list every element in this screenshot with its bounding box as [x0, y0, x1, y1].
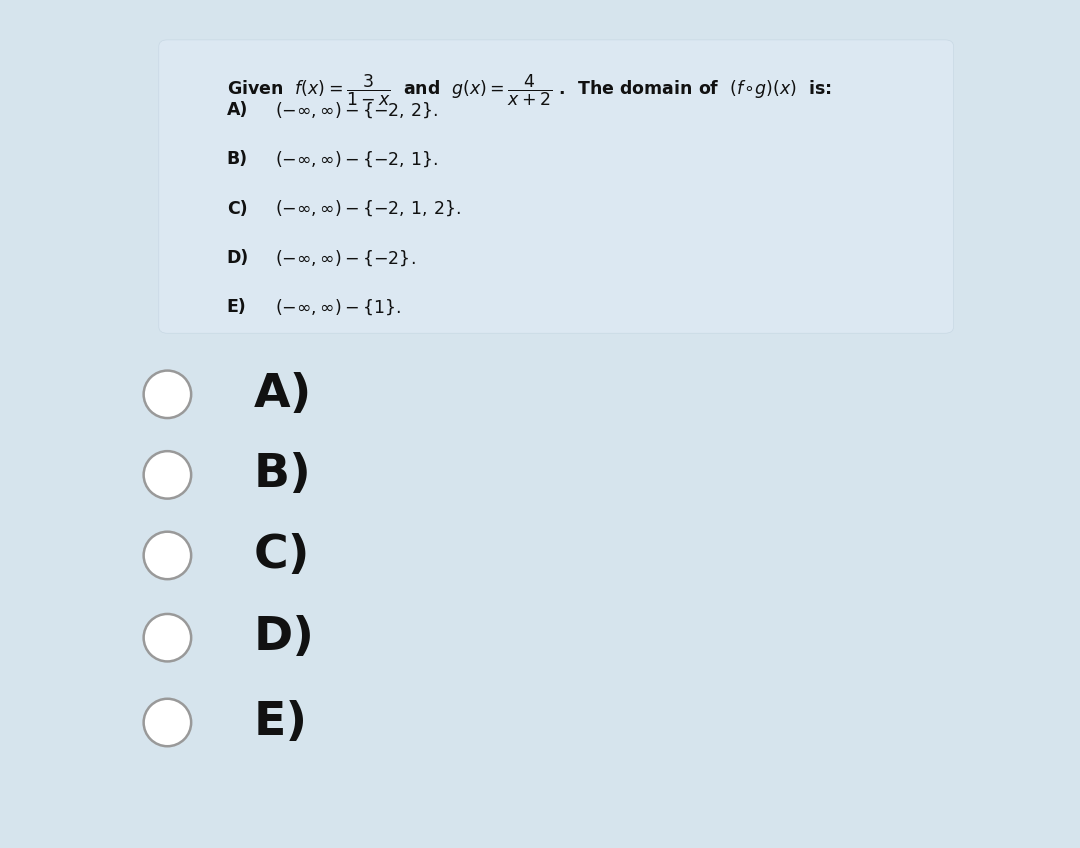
- Text: Given  $f(x) = \dfrac{3}{1-x}$  and  $g(x) = \dfrac{4}{x+2}$ .  The domain of  $: Given $f(x) = \dfrac{3}{1-x}$ and $g(x) …: [227, 72, 832, 108]
- Ellipse shape: [144, 371, 191, 418]
- Text: C): C): [254, 533, 310, 578]
- Text: $(-\infty, \infty) - \{1\}.$: $(-\infty, \infty) - \{1\}.$: [275, 297, 402, 317]
- Text: $(-\infty, \infty) - \{-2\}.$: $(-\infty, \infty) - \{-2\}.$: [275, 248, 416, 268]
- Ellipse shape: [144, 614, 191, 661]
- Ellipse shape: [144, 699, 191, 746]
- Text: B): B): [227, 150, 248, 169]
- Text: C): C): [227, 199, 247, 218]
- Text: D): D): [227, 248, 249, 267]
- Text: A): A): [254, 371, 312, 417]
- Text: $(-\infty, \infty) - \{-2,\, 1,\, 2\}.$: $(-\infty, \infty) - \{-2,\, 1,\, 2\}.$: [275, 198, 461, 219]
- Text: D): D): [254, 615, 314, 661]
- Text: E): E): [254, 700, 308, 745]
- Ellipse shape: [144, 451, 191, 499]
- FancyBboxPatch shape: [159, 40, 954, 333]
- Ellipse shape: [144, 532, 191, 579]
- Text: E): E): [227, 298, 246, 316]
- Text: $(-\infty, \infty) - \{-2,\, 2\}.$: $(-\infty, \infty) - \{-2,\, 2\}.$: [275, 100, 438, 120]
- Text: A): A): [227, 101, 248, 120]
- Text: B): B): [254, 452, 311, 498]
- Text: $(-\infty, \infty) - \{-2,\, 1\}.$: $(-\infty, \infty) - \{-2,\, 1\}.$: [275, 149, 438, 170]
